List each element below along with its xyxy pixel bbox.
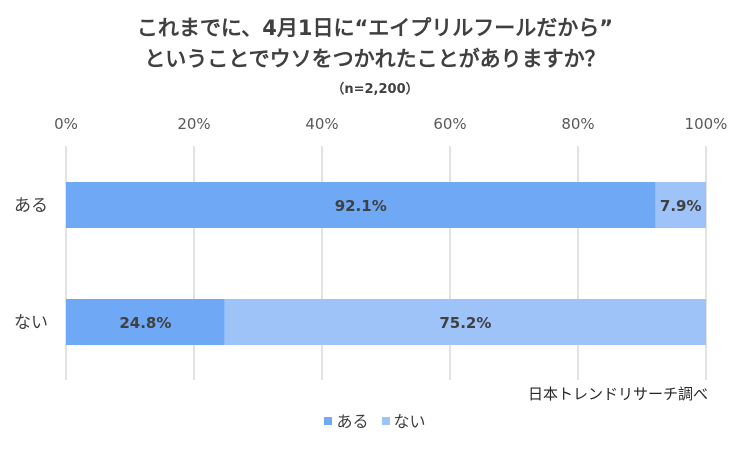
- bar-segment: [66, 182, 656, 228]
- data-label: 75.2%: [439, 314, 491, 332]
- x-tick-label: 0%: [54, 115, 78, 133]
- source-note: 日本トレンドリサーチ調べ: [527, 385, 708, 403]
- x-tick-label: 100%: [685, 115, 728, 133]
- legend-item-aru: ある: [324, 408, 368, 432]
- bar-segment: [66, 299, 225, 345]
- data-label: 92.1%: [335, 197, 387, 215]
- x-tick-label: 80%: [561, 115, 594, 133]
- chart-title-line-2: ということでウソをつかれたことがありますか？: [144, 47, 606, 71]
- chart-title-line-1: これまでに、4月1日に“エイプリルフールだから”: [136, 16, 614, 40]
- legend-swatch-aru: [324, 417, 333, 425]
- category-label: ない: [14, 313, 48, 333]
- chart-subtitle: （n=2,200）: [331, 82, 419, 97]
- x-tick-label: 40%: [305, 115, 338, 133]
- data-label: 7.9%: [660, 197, 702, 215]
- legend: ある ない: [0, 408, 750, 432]
- x-tick-label: 60%: [433, 115, 466, 133]
- data-label: 24.8%: [119, 314, 171, 332]
- legend-swatch-nai: [381, 417, 390, 425]
- legend-label-aru: ある: [336, 412, 369, 431]
- legend-item-nai: ない: [381, 408, 426, 432]
- category-label: ある: [14, 196, 48, 216]
- legend-label-nai: ない: [393, 412, 426, 431]
- bar-segment: [655, 182, 706, 228]
- x-tick-label: 20%: [177, 115, 210, 133]
- bar-segment: [224, 299, 706, 345]
